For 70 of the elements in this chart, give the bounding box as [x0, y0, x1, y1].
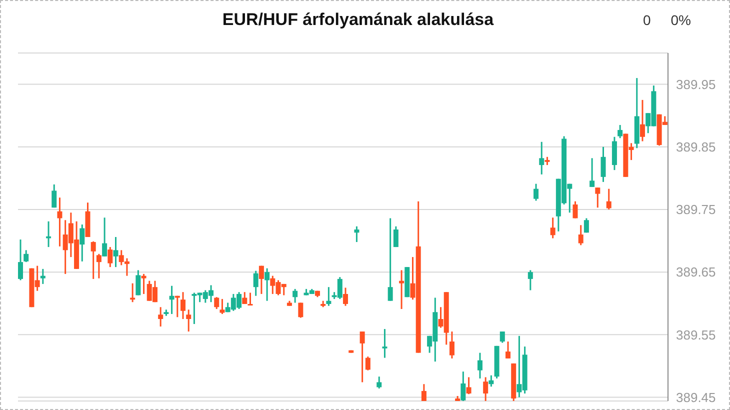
candlestick — [292, 288, 298, 304]
candlestick — [449, 330, 454, 360]
candlestick — [483, 376, 488, 401]
candlestick — [354, 226, 360, 243]
text: 0% — [670, 12, 691, 28]
candlestick — [618, 124, 623, 139]
candlestick — [500, 330, 505, 344]
candlestick — [343, 286, 348, 307]
candlestick — [113, 236, 118, 268]
candlestick — [590, 157, 595, 188]
candlestick — [388, 217, 393, 302]
y-tick-label: 389.75 — [676, 202, 716, 218]
candlestick — [136, 269, 141, 296]
candlestick — [612, 136, 617, 171]
candlestick — [108, 246, 113, 268]
candlestick — [180, 291, 186, 320]
candlestick — [130, 282, 136, 303]
candlestick — [264, 268, 270, 302]
candlestick — [550, 216, 556, 240]
candlestick — [18, 238, 23, 281]
y-tick-label: 389.45 — [676, 390, 716, 405]
candlestick — [534, 183, 539, 202]
candlestick — [393, 226, 398, 248]
candlestick — [169, 285, 174, 315]
candlestick — [606, 188, 612, 210]
candlestick — [24, 249, 29, 263]
candlestick — [258, 265, 264, 295]
candlestick — [40, 268, 46, 285]
candlestick — [365, 356, 370, 372]
candlestick — [214, 296, 220, 310]
y-tick-label: 389.55 — [676, 327, 716, 342]
candlestick — [186, 308, 192, 332]
candlestick — [46, 220, 52, 248]
y-tick-label: 389.95 — [676, 76, 716, 92]
y-tick-label: 389.85 — [676, 140, 716, 154]
candlestick — [360, 330, 365, 383]
candlestick — [376, 376, 382, 390]
candlestick — [421, 383, 426, 401]
candlestick — [57, 196, 62, 248]
candlestick — [253, 270, 258, 297]
candlestick — [326, 286, 332, 307]
candlestick — [90, 240, 96, 280]
candlestick — [488, 374, 494, 388]
candlestick — [600, 146, 606, 183]
candlestick — [477, 352, 482, 380]
candlestick — [539, 141, 544, 176]
candlestick — [506, 340, 510, 360]
candlestick — [595, 186, 600, 208]
candlestick — [52, 184, 57, 208]
candlestick — [460, 370, 466, 401]
candlestick — [399, 269, 404, 310]
y-tick-label: 389.65 — [676, 264, 716, 280]
chart-title: EUR/HUF árfolyamának alakulása — [222, 10, 494, 29]
candlestick — [96, 253, 102, 280]
candlestick — [528, 269, 533, 291]
candlestick — [578, 224, 584, 246]
candlestick — [80, 224, 85, 262]
candlestick — [242, 291, 248, 305]
candlestick — [158, 306, 164, 328]
candlestick — [298, 302, 304, 319]
candlestick — [466, 376, 472, 395]
candlestick — [220, 298, 225, 315]
text: 0 — [642, 12, 651, 28]
candlestick — [584, 217, 589, 234]
candlestick — [102, 216, 108, 258]
candlestick — [382, 328, 388, 359]
candlestick — [572, 200, 578, 219]
candlestick — [141, 273, 146, 295]
candlestick — [248, 292, 253, 306]
candlestick — [640, 99, 645, 142]
